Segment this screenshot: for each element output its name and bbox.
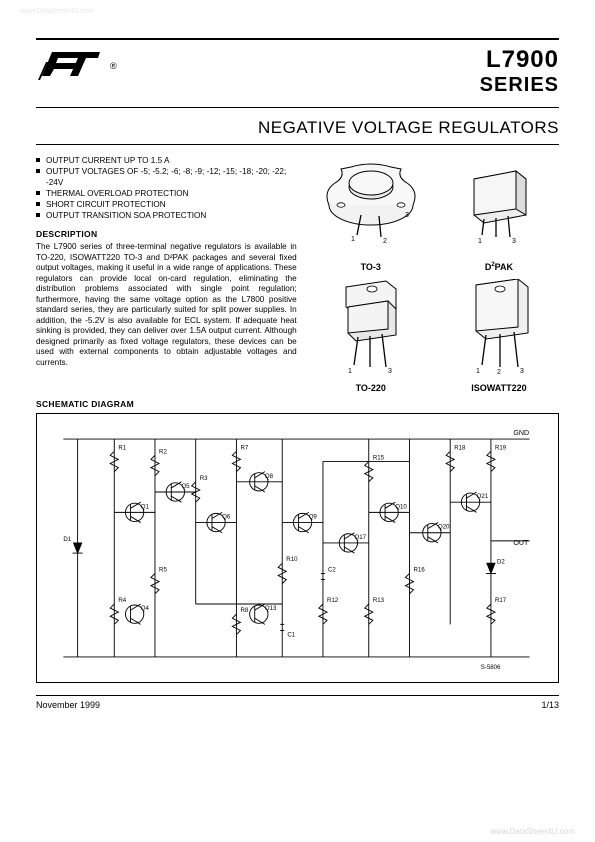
svg-text:R2: R2 [159,448,167,455]
svg-text:3: 3 [512,238,516,245]
svg-text:3: 3 [405,212,409,219]
svg-text:C2: C2 [328,566,336,573]
footer-row: November 1999 1/13 [36,696,559,710]
svg-text:1: 1 [478,238,482,245]
svg-text:Q10: Q10 [395,503,407,510]
svg-text:R15: R15 [373,454,385,461]
svg-text:3: 3 [388,368,392,375]
svg-text:1: 1 [476,368,480,375]
svg-text:Q4: Q4 [141,605,150,612]
svg-text:OUT: OUT [513,539,529,547]
st-logo: ® [36,46,117,86]
watermark-bottom: www.DataSheet4U.com [491,827,575,836]
feature-item: THERMAL OVERLOAD PROTECTION [36,188,297,199]
content-two-col: OUTPUT CURRENT UP TO 1.5 A OUTPUT VOLTAG… [36,155,559,393]
package-d2pak: 1 3 D2PAK [439,155,559,272]
package-label: TO-3 [361,262,381,272]
feature-item: OUTPUT VOLTAGES OF -5; -5.2; -6; -8; -9;… [36,166,297,188]
svg-text:1: 1 [351,236,355,243]
logo-trademark: ® [110,61,117,71]
svg-text:R18: R18 [454,444,466,451]
feature-item: OUTPUT CURRENT UP TO 1.5 A [36,155,297,166]
left-column: OUTPUT CURRENT UP TO 1.5 A OUTPUT VOLTAG… [36,155,297,393]
watermark-top: www.DataSheet4U.com [20,8,94,15]
title-main: L7900 [480,46,559,74]
svg-text:Q5: Q5 [181,483,190,490]
package-label: D2PAK [485,262,513,272]
feature-item: SHORT CIRCUIT PROTECTION [36,199,297,210]
svg-text:R12: R12 [327,597,339,604]
svg-text:R1: R1 [118,444,126,451]
package-grid: 1 2 3 TO-3 1 [311,155,559,393]
svg-text:Q9: Q9 [309,513,318,520]
schematic-heading: SCHEMATIC DIAGRAM [36,399,559,409]
svg-text:D1: D1 [63,536,71,543]
svg-text:R17: R17 [495,597,507,604]
package-isowatt220: 1 2 3 ISOWATT220 [439,276,559,393]
svg-text:R5: R5 [159,566,167,573]
svg-text:R19: R19 [495,444,507,451]
thin-rule [36,144,559,145]
svg-text:R3: R3 [200,475,208,482]
subtitle: NEGATIVE VOLTAGE REGULATORS [36,108,559,144]
svg-text:1: 1 [348,368,352,375]
svg-text:Q6: Q6 [222,513,231,520]
svg-text:3: 3 [520,368,524,375]
title-sub: SERIES [480,74,559,97]
svg-text:R10: R10 [286,556,298,563]
svg-text:Q20: Q20 [438,524,450,531]
svg-text:Q8: Q8 [265,473,274,480]
footer-date: November 1999 [36,700,100,710]
svg-text:R13: R13 [373,597,385,604]
svg-text:R7: R7 [240,444,248,451]
schematic-diagram: GND OUT D1 [36,413,559,683]
package-label: TO-220 [356,383,386,393]
svg-text:R16: R16 [414,566,426,573]
feature-item: OUTPUT TRANSITION SOA PROTECTION [36,210,297,221]
svg-text:Q21: Q21 [477,493,489,500]
svg-text:2: 2 [383,238,387,245]
right-column: 1 2 3 TO-3 1 [311,155,559,393]
header-row: ® L7900 SERIES [36,40,559,107]
package-to220: 1 3 TO-220 [311,276,431,393]
package-label: ISOWATT220 [471,383,526,393]
svg-text:Q17: Q17 [355,534,367,541]
svg-text:R8: R8 [240,607,248,614]
description-heading: DESCRIPTION [36,229,297,239]
svg-text:R4: R4 [118,597,126,604]
title-block: L7900 SERIES [480,46,559,97]
svg-text:2: 2 [497,369,501,376]
svg-text:GND: GND [513,429,529,437]
svg-text:S-5806: S-5806 [481,664,501,671]
svg-text:Q1: Q1 [141,503,150,510]
footer-page: 1/13 [541,700,559,710]
svg-text:Q13: Q13 [265,605,277,612]
description-text: The L7900 series of three-terminal negat… [36,242,297,368]
svg-text:C1: C1 [287,632,295,639]
feature-list: OUTPUT CURRENT UP TO 1.5 A OUTPUT VOLTAG… [36,155,297,221]
svg-text:D2: D2 [497,558,505,565]
package-to3: 1 2 3 TO-3 [311,155,431,272]
